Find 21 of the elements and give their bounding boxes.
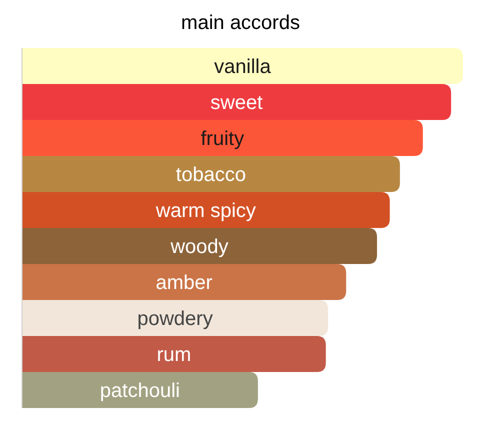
y-tick-label: woody xyxy=(170,236,228,258)
bar xyxy=(22,336,326,372)
y-tick-label: vanilla xyxy=(214,56,272,78)
bar xyxy=(22,372,258,408)
y-tick-label: amber xyxy=(156,272,213,294)
bar xyxy=(22,264,346,300)
y-tick-label: sweet xyxy=(210,92,264,114)
y-tick-label: patchouli xyxy=(100,380,180,402)
bar xyxy=(22,156,400,192)
y-tick-label: warm spicy xyxy=(154,200,256,222)
y-tick-label: tobacco xyxy=(176,164,246,186)
y-tick-label: powdery xyxy=(137,308,213,330)
bar xyxy=(22,84,452,120)
bar xyxy=(22,48,463,84)
y-tick-label: rum xyxy=(156,344,192,366)
bar xyxy=(22,228,378,264)
bar xyxy=(22,300,328,336)
bar xyxy=(22,192,390,228)
bar xyxy=(22,120,423,156)
y-tick-label: fruity xyxy=(200,128,244,150)
chart-title: main accords xyxy=(181,12,300,34)
